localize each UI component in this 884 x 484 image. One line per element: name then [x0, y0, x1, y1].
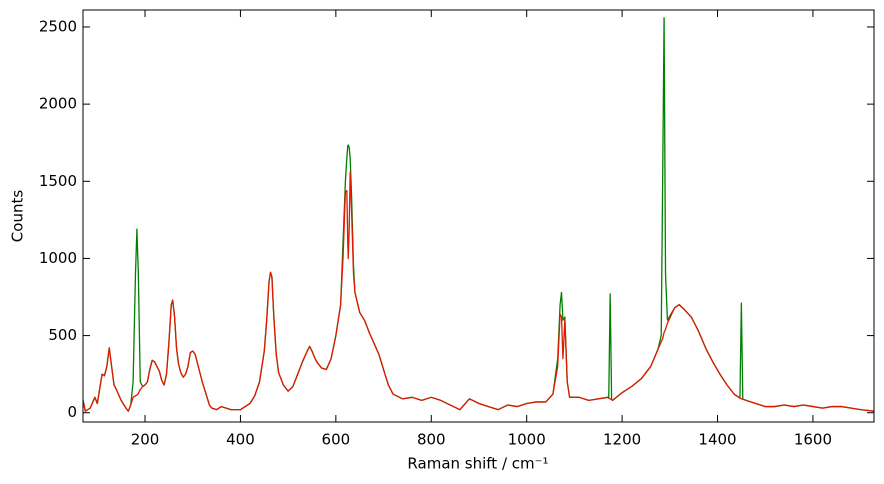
x-tick-label: 800 — [417, 431, 446, 449]
x-tick-label: 1400 — [698, 431, 736, 449]
x-tick-label: 400 — [226, 431, 255, 449]
y-tick-label: 1500 — [39, 172, 77, 190]
x-tick-label: 1600 — [794, 431, 832, 449]
y-tick-label: 2000 — [39, 95, 77, 113]
x-tick-label: 600 — [322, 431, 351, 449]
y-axis-label: Counts — [9, 190, 27, 243]
series-line — [83, 171, 874, 412]
plot-frame — [82, 9, 875, 423]
x-tick-label: 200 — [131, 431, 160, 449]
y-tick-label: 0 — [67, 403, 77, 421]
y-tick-label: 2500 — [39, 17, 77, 35]
y-tick-label: 500 — [48, 326, 77, 344]
y-tick-label: 1000 — [39, 249, 77, 267]
x-tick-label: 1200 — [603, 431, 641, 449]
x-tick-label: 1000 — [508, 431, 546, 449]
plot-area — [83, 17, 874, 412]
x-axis-label: Raman shift / cm⁻¹ — [407, 455, 548, 473]
